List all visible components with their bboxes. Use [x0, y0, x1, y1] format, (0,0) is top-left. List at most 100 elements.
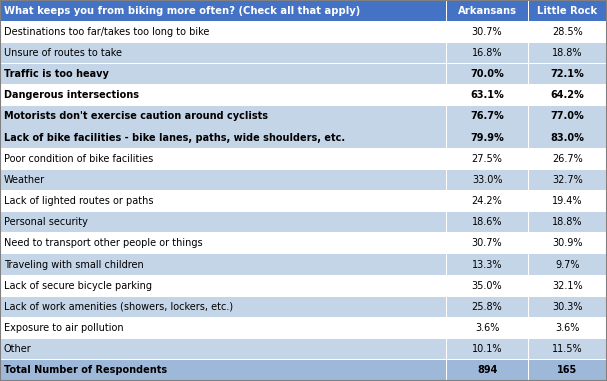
Bar	[528, 21, 607, 22]
Bar	[446, 360, 528, 381]
Bar	[446, 212, 528, 233]
Bar	[0, 232, 446, 233]
Bar	[0, 254, 446, 275]
Bar	[528, 317, 607, 318]
Bar	[528, 84, 607, 85]
Bar	[528, 296, 607, 317]
Bar	[0, 338, 446, 339]
Bar	[446, 338, 528, 339]
Bar	[528, 0, 529, 21]
Bar	[528, 127, 529, 148]
Bar	[0, 317, 446, 339]
Text: 30.7%: 30.7%	[472, 239, 503, 248]
Bar	[528, 233, 529, 254]
Bar	[0, 21, 446, 22]
Text: 894: 894	[477, 365, 497, 375]
Bar	[528, 85, 607, 106]
Bar	[446, 296, 528, 297]
Text: Need to transport other people or things: Need to transport other people or things	[4, 239, 202, 248]
Bar	[528, 106, 529, 127]
Bar	[446, 254, 528, 275]
Bar	[528, 339, 607, 360]
Bar	[446, 21, 447, 42]
Bar	[446, 21, 528, 22]
Bar	[0, 233, 446, 254]
Bar	[446, 42, 447, 64]
Text: Poor condition of bike facilities: Poor condition of bike facilities	[4, 154, 153, 164]
Bar	[446, 317, 528, 339]
Bar	[528, 126, 607, 127]
Text: Weather: Weather	[4, 175, 45, 185]
Bar	[528, 254, 607, 255]
Bar	[528, 254, 529, 275]
Text: 79.9%: 79.9%	[470, 133, 504, 142]
Bar	[0, 148, 446, 169]
Text: 83.0%: 83.0%	[551, 133, 585, 142]
Text: Traveling with small children: Traveling with small children	[4, 259, 143, 270]
Text: Dangerous intersections: Dangerous intersections	[4, 90, 138, 100]
Text: 35.0%: 35.0%	[472, 281, 503, 291]
Text: Motorists don't exercise caution around cyclists: Motorists don't exercise caution around …	[4, 111, 268, 122]
Bar	[528, 63, 607, 64]
Bar	[528, 169, 529, 190]
Bar	[446, 190, 528, 191]
Bar	[0, 64, 446, 85]
Bar	[446, 233, 528, 254]
Bar	[0, 360, 446, 381]
Text: 13.3%: 13.3%	[472, 259, 503, 270]
Text: 3.6%: 3.6%	[555, 323, 580, 333]
Bar	[446, 275, 447, 296]
Bar	[528, 190, 529, 212]
Bar	[0, 339, 446, 360]
Bar	[446, 42, 528, 64]
Bar	[0, 190, 446, 191]
Text: Traffic is too heavy: Traffic is too heavy	[4, 69, 109, 79]
Bar	[0, 148, 446, 149]
Bar	[0, 275, 446, 296]
Bar	[528, 0, 607, 21]
Bar	[528, 232, 607, 233]
Bar	[446, 190, 447, 212]
Bar	[446, 296, 528, 317]
Bar	[528, 254, 607, 275]
Bar	[528, 64, 607, 85]
Bar	[446, 63, 528, 64]
Bar	[528, 106, 607, 127]
Text: 18.8%: 18.8%	[552, 217, 583, 227]
Bar	[0, 296, 446, 317]
Text: 77.0%: 77.0%	[551, 111, 585, 122]
Text: 64.2%: 64.2%	[551, 90, 585, 100]
Bar	[446, 212, 447, 233]
Text: 32.7%: 32.7%	[552, 175, 583, 185]
Bar	[528, 275, 529, 296]
Text: Arkansans: Arkansans	[458, 6, 517, 16]
Text: 30.3%: 30.3%	[552, 302, 583, 312]
Bar	[528, 212, 607, 233]
Bar	[528, 21, 607, 42]
Bar	[528, 212, 529, 233]
Text: 30.7%: 30.7%	[472, 27, 503, 37]
Bar	[446, 339, 528, 360]
Text: 10.1%: 10.1%	[472, 344, 503, 354]
Bar	[446, 169, 528, 170]
Bar	[446, 317, 447, 339]
Text: Other: Other	[4, 344, 32, 354]
Bar	[446, 360, 447, 381]
Bar	[528, 190, 607, 191]
Bar	[528, 360, 529, 381]
Text: 33.0%: 33.0%	[472, 175, 503, 185]
Bar	[446, 127, 528, 148]
Text: Unsure of routes to take: Unsure of routes to take	[4, 48, 121, 58]
Bar	[528, 317, 529, 339]
Text: Personal security: Personal security	[4, 217, 87, 227]
Text: Lack of secure bicycle parking: Lack of secure bicycle parking	[4, 281, 152, 291]
Bar	[528, 275, 607, 296]
Bar	[528, 148, 607, 169]
Bar	[446, 275, 528, 296]
Bar	[0, 0, 446, 21]
Text: 16.8%: 16.8%	[472, 48, 503, 58]
Bar	[0, 84, 446, 85]
Text: 24.2%: 24.2%	[472, 196, 503, 206]
Bar	[528, 338, 607, 339]
Text: 19.4%: 19.4%	[552, 196, 583, 206]
